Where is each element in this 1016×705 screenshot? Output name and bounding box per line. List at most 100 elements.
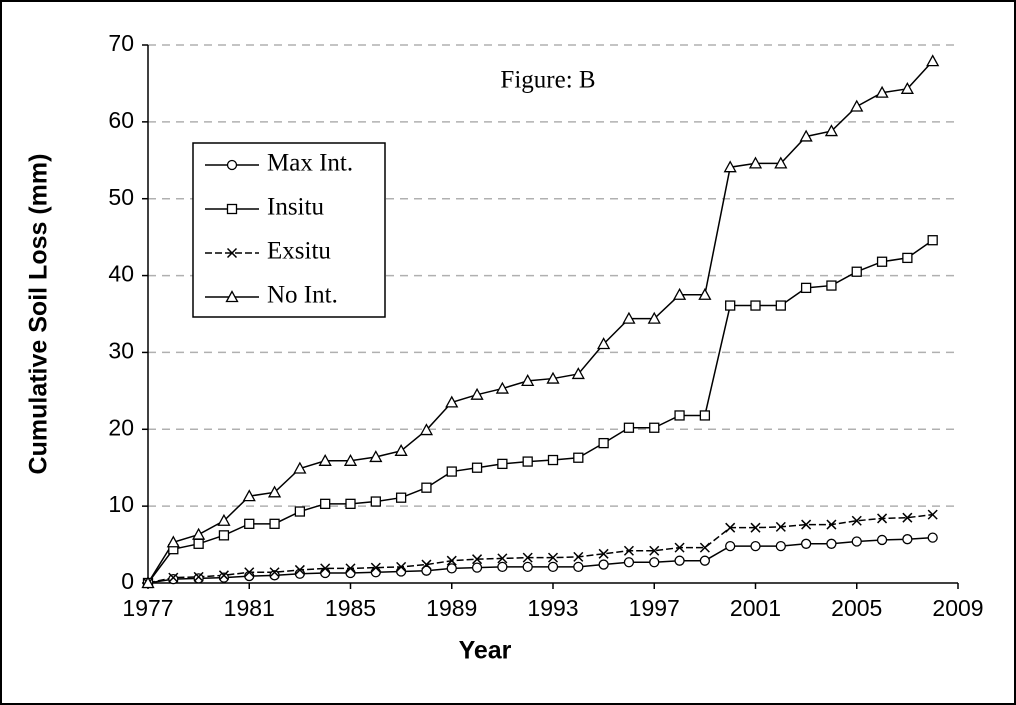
point bbox=[497, 553, 508, 564]
point-stroke bbox=[294, 564, 305, 575]
point bbox=[674, 555, 685, 566]
x-tick-label: 1993 bbox=[527, 595, 578, 621]
x-tick-label: 2005 bbox=[831, 595, 882, 621]
point bbox=[699, 542, 710, 553]
point-stroke bbox=[226, 247, 238, 259]
point bbox=[725, 300, 736, 311]
point bbox=[775, 521, 786, 532]
point bbox=[699, 555, 711, 566]
point-stroke bbox=[927, 509, 938, 520]
point bbox=[419, 423, 434, 436]
point bbox=[370, 496, 381, 507]
point bbox=[800, 282, 812, 294]
point-stroke bbox=[522, 552, 533, 563]
point-stroke bbox=[497, 553, 508, 564]
point bbox=[218, 530, 230, 541]
point-stroke bbox=[421, 559, 432, 570]
point bbox=[927, 532, 938, 543]
point-stroke bbox=[396, 561, 407, 572]
point bbox=[598, 437, 609, 449]
point bbox=[168, 572, 179, 583]
point bbox=[725, 540, 736, 552]
point-stroke bbox=[193, 571, 204, 582]
point bbox=[395, 566, 407, 577]
point-stroke bbox=[750, 522, 761, 533]
point bbox=[775, 540, 786, 552]
point bbox=[750, 540, 761, 552]
point bbox=[725, 522, 736, 533]
point bbox=[547, 552, 559, 563]
point-stroke bbox=[699, 542, 710, 553]
point bbox=[269, 567, 280, 578]
series-line bbox=[147, 513, 933, 584]
point bbox=[875, 85, 889, 98]
point-stroke bbox=[244, 567, 255, 578]
point bbox=[168, 574, 179, 585]
point bbox=[851, 536, 862, 547]
point-stroke bbox=[851, 515, 862, 526]
point bbox=[547, 454, 559, 466]
point bbox=[370, 567, 381, 578]
point bbox=[573, 452, 584, 463]
point bbox=[269, 570, 280, 581]
point bbox=[267, 485, 282, 498]
point bbox=[647, 311, 661, 324]
point bbox=[396, 561, 407, 572]
point bbox=[800, 538, 812, 549]
point bbox=[217, 513, 231, 526]
point bbox=[623, 422, 635, 433]
point bbox=[598, 548, 609, 559]
point bbox=[801, 519, 812, 530]
x-tick-label: 1997 bbox=[629, 595, 680, 621]
point bbox=[876, 256, 888, 267]
point bbox=[294, 564, 305, 575]
point bbox=[421, 482, 432, 493]
x-tick-label: 1985 bbox=[325, 595, 376, 621]
point bbox=[244, 518, 255, 529]
point bbox=[318, 453, 332, 466]
point bbox=[394, 443, 408, 456]
point-stroke bbox=[370, 562, 381, 573]
y-tick-label: 10 bbox=[108, 491, 134, 517]
point bbox=[345, 498, 356, 509]
point bbox=[623, 557, 635, 568]
point bbox=[876, 534, 888, 546]
point bbox=[446, 466, 457, 477]
legend-label: Insitu bbox=[267, 194, 324, 221]
point bbox=[597, 337, 611, 350]
point bbox=[320, 498, 331, 509]
point bbox=[774, 156, 788, 169]
point-stroke bbox=[269, 567, 280, 578]
point-stroke bbox=[547, 552, 559, 563]
point bbox=[698, 287, 712, 300]
point bbox=[824, 124, 839, 137]
point bbox=[927, 235, 938, 246]
point-stroke bbox=[801, 519, 812, 530]
y-tick-label: 30 bbox=[108, 338, 134, 364]
point-stroke bbox=[218, 570, 229, 581]
point-stroke bbox=[623, 545, 634, 556]
point-stroke bbox=[775, 521, 786, 532]
point-stroke bbox=[725, 522, 736, 533]
point bbox=[193, 571, 204, 582]
point bbox=[826, 280, 837, 291]
point bbox=[850, 99, 864, 112]
legend-box bbox=[192, 142, 386, 318]
point bbox=[471, 462, 483, 473]
point bbox=[193, 573, 204, 584]
point bbox=[193, 538, 204, 549]
point bbox=[320, 567, 331, 579]
point bbox=[902, 534, 913, 545]
point bbox=[218, 570, 229, 581]
point-stroke bbox=[345, 563, 356, 574]
point bbox=[877, 513, 888, 524]
point bbox=[369, 450, 383, 463]
point bbox=[775, 300, 786, 311]
point bbox=[699, 410, 711, 421]
point bbox=[421, 559, 432, 570]
point bbox=[370, 562, 381, 573]
point-stroke bbox=[674, 542, 685, 553]
point bbox=[472, 554, 483, 565]
point bbox=[218, 572, 230, 583]
